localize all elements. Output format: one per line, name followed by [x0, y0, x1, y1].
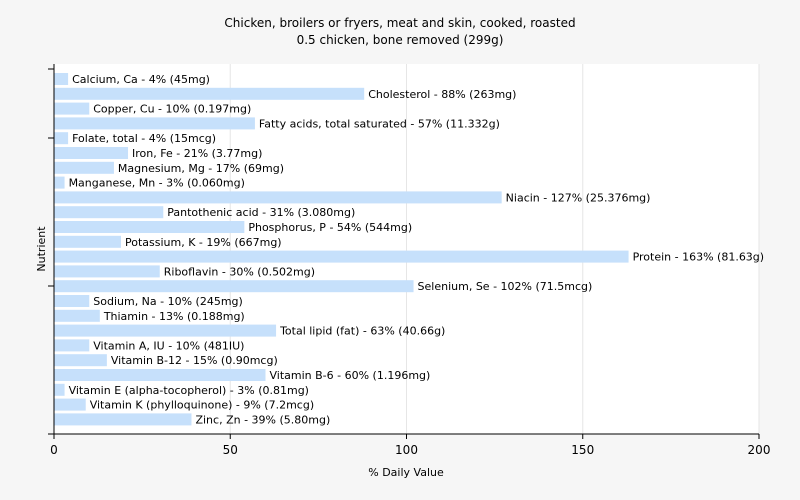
bar-label: Riboflavin - 30% (0.502mg) [164, 265, 315, 278]
bar-label: Vitamin B-6 - 60% (1.196mg) [270, 369, 431, 382]
bar-label: Vitamin A, IU - 10% (481IU) [93, 339, 244, 352]
bar-label: Selenium, Se - 102% (71.5mcg) [418, 280, 593, 293]
bar-label: Vitamin B-12 - 15% (0.90mcg) [111, 354, 278, 367]
bar-label: Manganese, Mn - 3% (0.060mg) [69, 177, 245, 190]
bar-label: Cholesterol - 88% (263mg) [368, 88, 516, 101]
y-ticks [48, 68, 54, 435]
bar [54, 295, 90, 307]
y-axis-title: Nutrient [35, 226, 48, 272]
bar [54, 250, 629, 263]
bar-label: Vitamin K (phylloquinone) - 9% (7.2mcg) [90, 399, 314, 412]
bar [54, 324, 277, 337]
x-axis-title: % Daily Value [368, 466, 444, 479]
bar-label: Copper, Cu - 10% (0.197mg) [93, 103, 251, 116]
bar-label: Zinc, Zn - 39% (5.80mg) [195, 413, 330, 426]
bar-label: Sodium, Na - 10% (245mg) [93, 295, 243, 308]
bar-label: Potassium, K - 19% (667mg) [125, 236, 282, 249]
bar [54, 309, 100, 322]
bar [54, 191, 502, 204]
bars: Calcium, Ca - 4% (45mg) Cholesterol - 88%… [54, 73, 764, 426]
bar [54, 221, 245, 233]
bar [54, 147, 129, 159]
bar-label: Total lipid (fat) - 63% (40.66g) [279, 325, 445, 338]
bar [54, 73, 69, 85]
bar-label: Phosphorus, P - 54% (544mg) [248, 221, 412, 234]
bar-label: Iron, Fe - 21% (3.77mg) [132, 147, 262, 160]
bar-label: Protein - 163% (81.63g) [633, 251, 765, 264]
bar [54, 354, 107, 367]
bar [54, 102, 90, 115]
bar-label: Folate, total - 4% (15mcg) [72, 132, 216, 145]
bar [54, 235, 121, 248]
chart-title: Chicken, broilers or fryers, meat and sk… [224, 16, 575, 30]
x-tick-label: 150 [571, 443, 594, 457]
bar [54, 87, 365, 100]
bar-label: Magnesium, Mg - 17% (69mg) [118, 162, 284, 175]
x-tick-label: 0 [50, 443, 58, 457]
bar [54, 383, 65, 396]
bar [54, 413, 192, 426]
x-tick-label: 50 [223, 443, 238, 457]
bar-label: Thiamin - 13% (0.188mg) [103, 310, 245, 323]
bar [54, 206, 164, 219]
bar [54, 132, 69, 145]
bar-label: Fatty acids, total saturated - 57% (11.3… [259, 117, 500, 130]
bar [54, 339, 90, 352]
bar [54, 280, 414, 293]
x-tick-label: 200 [748, 443, 771, 457]
bar-label: Niacin - 127% (25.376mg) [506, 191, 651, 204]
bar [54, 117, 255, 130]
bar [54, 265, 160, 278]
x-tick-label: 100 [395, 443, 418, 457]
bar-label: Calcium, Ca - 4% (45mg) [72, 73, 210, 86]
bar-label: Pantothenic acid - 31% (3.080mg) [167, 206, 355, 219]
bar [54, 176, 65, 189]
bar [54, 369, 266, 381]
chart-subtitle: 0.5 chicken, bone removed (299g) [297, 33, 504, 47]
bar-label: Vitamin E (alpha-tocopherol) - 3% (0.81m… [69, 384, 309, 397]
bar [54, 398, 86, 411]
bar [54, 161, 114, 174]
x-ticks: 0 50 100 150 200 [50, 434, 770, 457]
